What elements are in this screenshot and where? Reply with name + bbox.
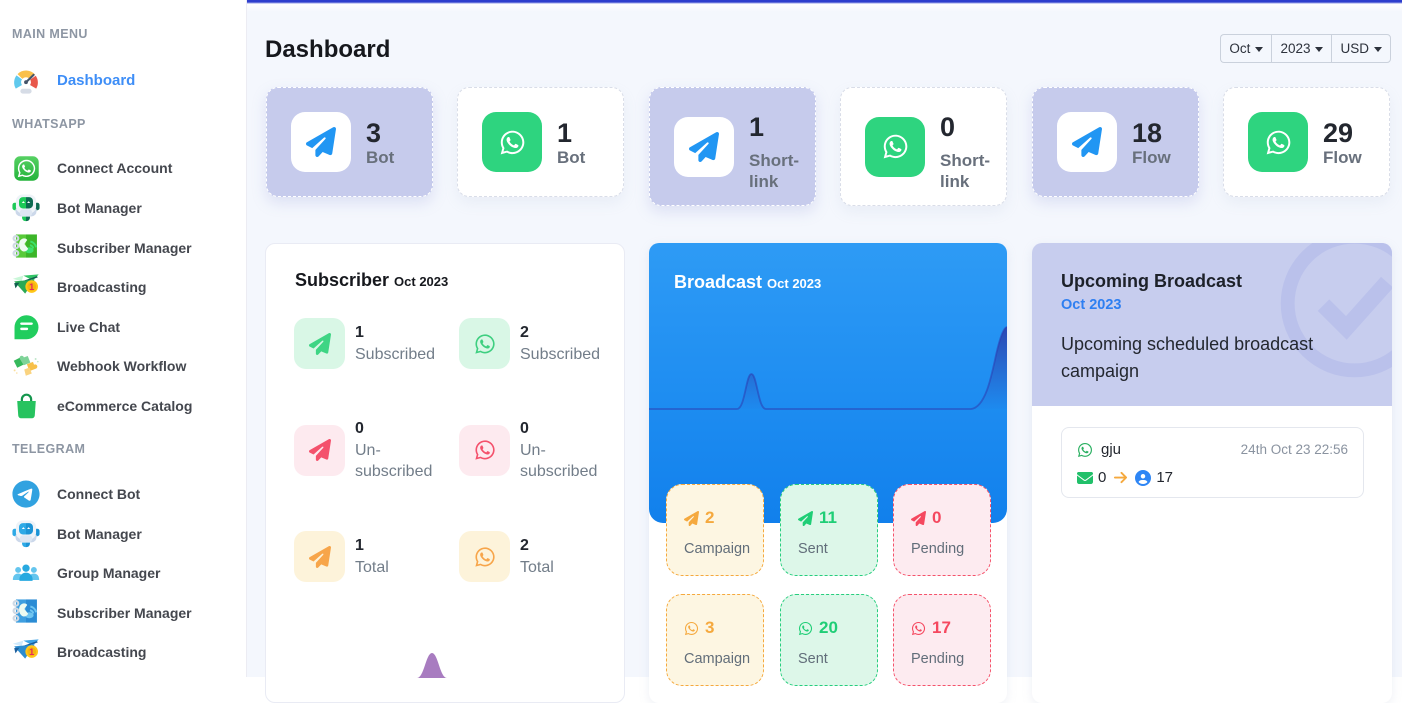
svg-text:1: 1	[29, 647, 34, 657]
svg-text:1: 1	[29, 282, 34, 292]
